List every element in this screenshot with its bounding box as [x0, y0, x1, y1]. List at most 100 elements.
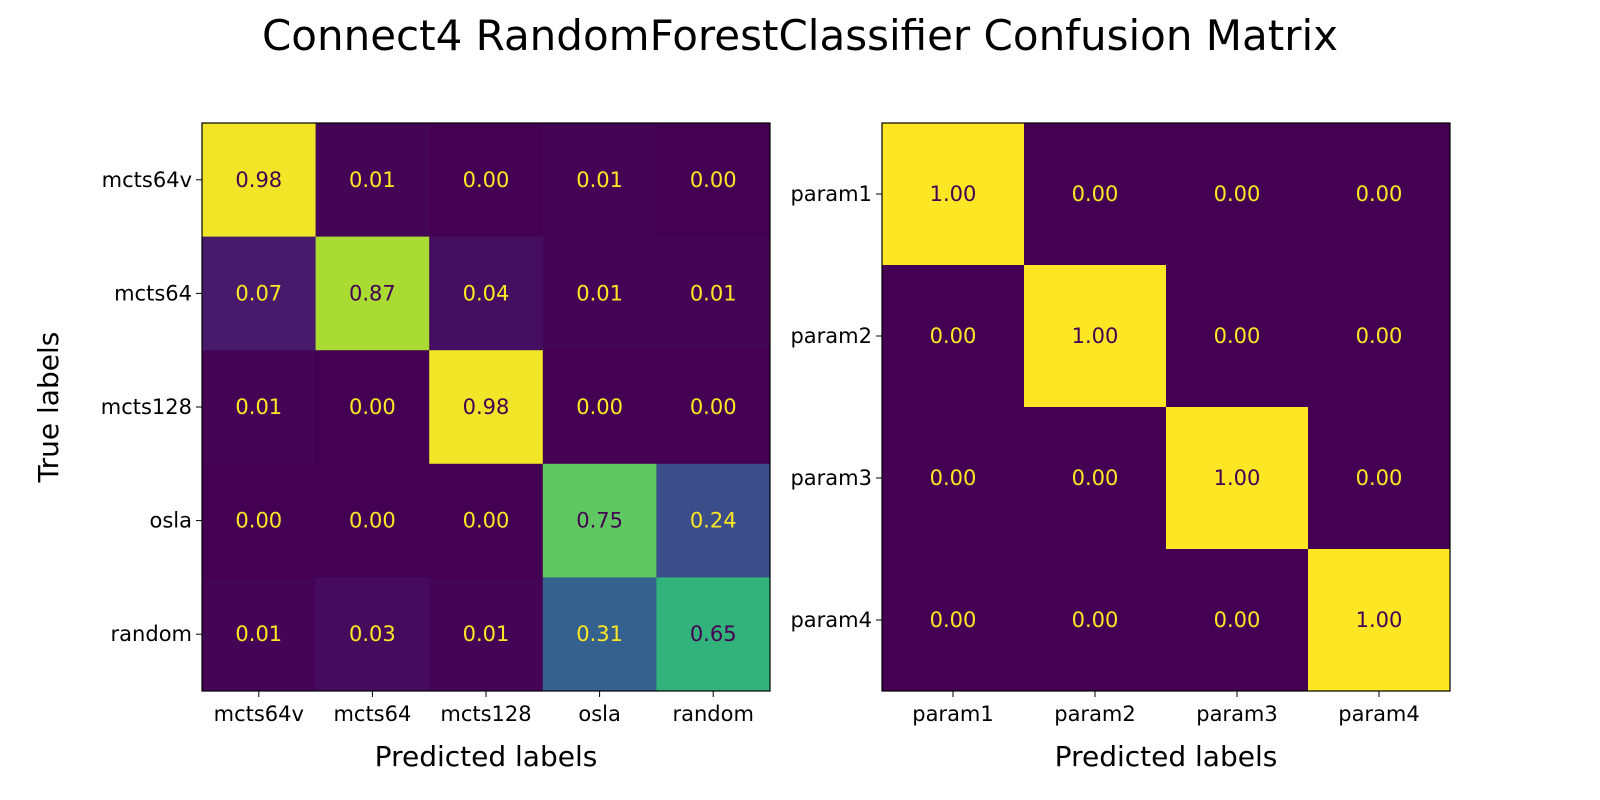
cell-value-label: 0.98 [463, 395, 510, 419]
cell-value-label: 0.01 [235, 622, 282, 646]
cell-value-label: 0.31 [576, 622, 623, 646]
y-tick-label: random [111, 622, 192, 646]
x-tick-label: param3 [1196, 702, 1278, 726]
cell-value-label: 0.00 [463, 168, 510, 192]
heatmap-cell [429, 236, 544, 351]
heatmap-cell [202, 463, 317, 578]
heatmap-cell [315, 236, 430, 351]
y-tick-label: param1 [790, 182, 872, 206]
heatmap-cell [1308, 407, 1451, 550]
cell-value-label: 0.00 [235, 509, 282, 533]
x-tick-label: param2 [1054, 702, 1136, 726]
heatmap-cell [202, 123, 317, 238]
y-tick-label: param4 [790, 608, 872, 632]
y-tick-label: mcts64v [102, 168, 192, 192]
heatmap-cell [542, 123, 657, 238]
cell-value-label: 0.00 [1356, 324, 1403, 348]
cell-value-label: 0.00 [463, 509, 510, 533]
y-tick-label: mcts64 [114, 281, 192, 305]
x-tick-label: osla [578, 702, 621, 726]
cell-value-label: 0.01 [463, 622, 510, 646]
heatmap-cell [202, 236, 317, 351]
heatmap-cell [315, 350, 430, 465]
cell-value-label: 1.00 [930, 182, 977, 206]
cell-value-label: 0.00 [349, 395, 396, 419]
heatmap-cell [1166, 123, 1309, 266]
cell-value-label: 0.00 [349, 509, 396, 533]
cell-value-label: 0.98 [235, 168, 282, 192]
heatmap-cell [542, 236, 657, 351]
cell-value-label: 0.00 [1214, 182, 1261, 206]
figure-ylabel: True labels [32, 332, 65, 484]
heatmap-cell [882, 549, 1025, 692]
confusion-matrix-left: 0.98 0.01 0.00 0.01 0.00 0.07 0.87 0.04 0.01 0.01… [101, 122, 771, 773]
heatmap-cell [1308, 549, 1451, 692]
cell-value-label: 0.65 [690, 622, 737, 646]
cell-value-label: 0.00 [1214, 608, 1261, 632]
y-tick-label: param2 [790, 324, 872, 348]
heatmap-cell [542, 577, 657, 692]
cell-value-label: 0.01 [576, 281, 623, 305]
heatmap-cell [656, 350, 771, 465]
cell-value-label: 0.00 [690, 168, 737, 192]
cell-value-label: 0.00 [1214, 324, 1261, 348]
x-tick-label: mcts64 [333, 702, 411, 726]
x-tick-label: param1 [912, 702, 994, 726]
heatmap-cell [315, 577, 430, 692]
cell-value-label: 0.00 [1356, 182, 1403, 206]
heatmap-cell [656, 123, 771, 238]
heatmap-cell [1024, 407, 1167, 550]
heatmap-cell [656, 577, 771, 692]
heatmap-cell [202, 350, 317, 465]
cell-value-label: 0.00 [1072, 466, 1119, 490]
cell-value-label: 0.87 [349, 281, 396, 305]
y-tick-label: mcts128 [101, 395, 192, 419]
heatmap-cell [1166, 265, 1309, 408]
confusion-matrix-right: 1.00 0.00 0.00 0.00 0.00 1.00 0.00 0.00 0.00 0.00… [790, 122, 1451, 773]
x-tick-label: mcts64v [214, 702, 304, 726]
heatmap-cell [1308, 265, 1451, 408]
heatmap-cell [656, 236, 771, 351]
heatmap-cell [1308, 123, 1451, 266]
heatmap-cell [1024, 549, 1167, 692]
x-axis-label: Predicted labels [375, 740, 598, 773]
heatmap-cell [202, 577, 317, 692]
x-tick-label: param4 [1338, 702, 1420, 726]
cell-value-label: 0.01 [690, 281, 737, 305]
cell-value-label: 0.75 [576, 509, 623, 533]
cell-value-label: 0.07 [235, 281, 282, 305]
heatmap-cell [1166, 407, 1309, 550]
cell-value-label: 0.03 [349, 622, 396, 646]
x-axis-label: Predicted labels [1055, 740, 1278, 773]
heatmap-cell [882, 123, 1025, 266]
cell-value-label: 1.00 [1214, 466, 1261, 490]
cell-value-label: 0.04 [463, 281, 510, 305]
cell-value-label: 0.00 [576, 395, 623, 419]
cell-value-label: 1.00 [1072, 324, 1119, 348]
heatmap-cell [882, 265, 1025, 408]
cell-value-label: 0.01 [349, 168, 396, 192]
heatmap-cell [542, 463, 657, 578]
heatmap-cell [315, 463, 430, 578]
heatmap-cell [429, 123, 544, 238]
cell-value-label: 0.00 [1072, 608, 1119, 632]
heatmap-cell [429, 350, 544, 465]
cell-value-label: 0.01 [576, 168, 623, 192]
heatmap-cell [429, 577, 544, 692]
cell-value-label: 0.00 [1356, 466, 1403, 490]
heatmap-cell [542, 350, 657, 465]
y-tick-label: osla [150, 509, 193, 533]
cell-value-label: 0.00 [930, 608, 977, 632]
heatmap-cell [1166, 549, 1309, 692]
heatmap-cell [429, 463, 544, 578]
cell-value-label: 1.00 [1356, 608, 1403, 632]
heatmap-cell [882, 407, 1025, 550]
heatmap-cell [1024, 265, 1167, 408]
heatmap-cell [656, 463, 771, 578]
heatmap-cell [315, 123, 430, 238]
x-tick-label: mcts128 [440, 702, 531, 726]
y-tick-label: param3 [790, 466, 872, 490]
figure-title: Connect4 RandomForestClassifier Confusio… [262, 11, 1338, 60]
heatmap-cell [1024, 123, 1167, 266]
